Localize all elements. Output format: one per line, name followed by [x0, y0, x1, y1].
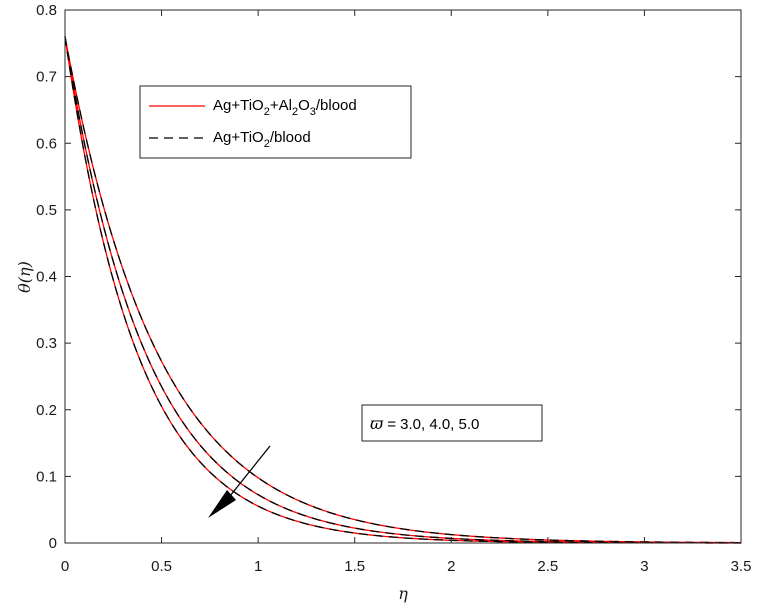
annotation-box: [361, 404, 543, 442]
legend: Ag+TiO2+Al2O3/blood Ag+TiO2/blood: [139, 85, 412, 159]
y-tick-label: 0.5: [36, 202, 57, 219]
x-tick-label: 3: [640, 558, 648, 575]
y-tick-label: 0.2: [36, 402, 57, 419]
y-tick-label: 0.7: [36, 69, 57, 86]
x-axis-label: η: [398, 584, 408, 603]
legend-label-hybrid: Ag+TiO2+Al2O3/blood: [213, 97, 357, 118]
y-tick-label: 0.3: [36, 335, 57, 352]
y-tick-label: 0.4: [36, 269, 57, 286]
y-tick-label: 0: [49, 535, 57, 552]
annotation-label: ϖ = 3.0, 4.0, 5.0: [370, 414, 479, 433]
x-tick-label: 2.5: [537, 558, 558, 575]
ticks-layer: 0 0.5 1 1.5 2 2.5 3 3.5 0 0.1 0.2 0.3 0.4 0.5 0.6 0.7 0.…: [36, 2, 751, 575]
x-tick-label: 1.5: [344, 558, 365, 575]
legend-label-nano: Ag+TiO2/blood: [213, 129, 311, 150]
x-tick-label: 3.5: [731, 558, 752, 575]
parameter-annotation: ϖ = 3.0, 4.0, 5.0: [208, 404, 543, 518]
x-tick-label: 2: [447, 558, 455, 575]
y-axis-label: θ(η): [15, 261, 34, 293]
x-tick-label: 0.5: [151, 558, 172, 575]
y-tick-label: 0.1: [36, 468, 57, 485]
y-tick-label: 0.8: [36, 2, 57, 19]
x-tick-label: 0: [61, 558, 69, 575]
trend-arrow-head: [208, 490, 236, 518]
annotation-values: = 3.0, 4.0, 5.0: [383, 416, 479, 433]
annotation-symbol: ϖ: [370, 414, 384, 433]
x-tick-label: 1: [254, 558, 262, 575]
series-nano-line: [64, 36, 742, 544]
y-tick-label: 0.6: [36, 135, 57, 152]
legend-box: [139, 85, 412, 159]
